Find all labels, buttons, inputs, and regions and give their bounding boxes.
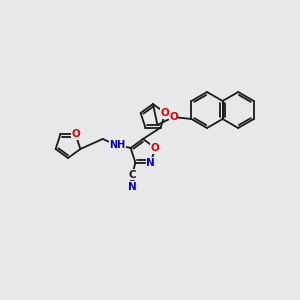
- Text: C: C: [128, 169, 136, 179]
- Text: NH: NH: [110, 140, 126, 150]
- Text: N: N: [146, 158, 155, 167]
- Text: O: O: [169, 112, 178, 122]
- Text: O: O: [151, 143, 160, 153]
- Text: O: O: [161, 108, 170, 118]
- Text: N: N: [128, 182, 137, 191]
- Text: O: O: [71, 130, 80, 140]
